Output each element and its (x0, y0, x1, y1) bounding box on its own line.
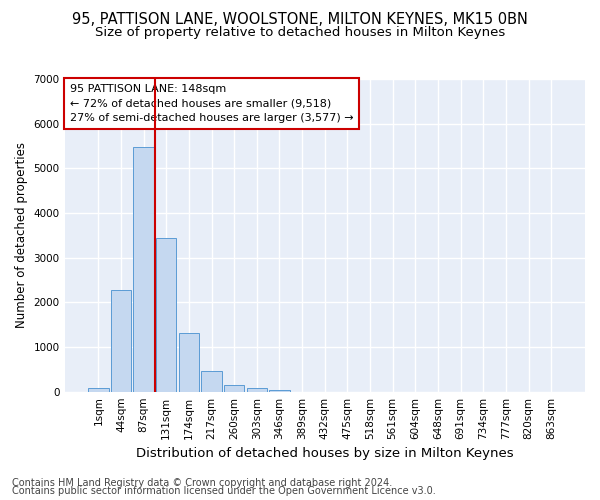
Text: Contains public sector information licensed under the Open Government Licence v3: Contains public sector information licen… (12, 486, 436, 496)
Bar (179, 333, 199, 392)
Bar (224, 385, 244, 392)
Bar (156, 238, 176, 392)
Bar (202, 370, 222, 392)
Bar (88, 388, 109, 392)
Bar (111, 290, 131, 392)
Bar (133, 147, 154, 392)
Text: Contains HM Land Registry data © Crown copyright and database right 2024.: Contains HM Land Registry data © Crown c… (12, 478, 392, 488)
X-axis label: Distribution of detached houses by size in Milton Keynes: Distribution of detached houses by size … (136, 447, 514, 460)
Bar (269, 390, 290, 392)
Text: Size of property relative to detached houses in Milton Keynes: Size of property relative to detached ho… (95, 26, 505, 39)
Y-axis label: Number of detached properties: Number of detached properties (15, 142, 28, 328)
Bar (247, 388, 267, 392)
Text: 95, PATTISON LANE, WOOLSTONE, MILTON KEYNES, MK15 0BN: 95, PATTISON LANE, WOOLSTONE, MILTON KEY… (72, 12, 528, 28)
Text: 95 PATTISON LANE: 148sqm
← 72% of detached houses are smaller (9,518)
27% of sem: 95 PATTISON LANE: 148sqm ← 72% of detach… (70, 84, 353, 124)
